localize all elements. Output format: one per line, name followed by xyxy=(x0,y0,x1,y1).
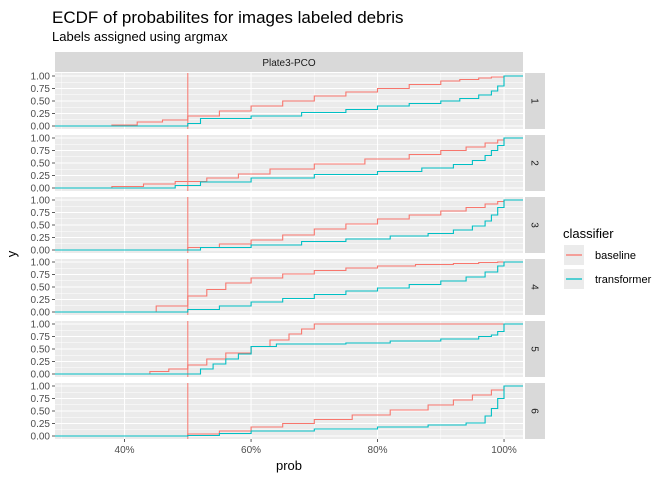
y-tick-label: 0.75 xyxy=(31,332,51,343)
facet-row-strip xyxy=(525,321,545,377)
y-tick-label: 1.00 xyxy=(31,196,51,207)
y-axis-title: y xyxy=(4,250,19,257)
series-line-transformer xyxy=(55,261,523,313)
y-tick-label: 0.00 xyxy=(31,370,51,381)
x-tick-label: 80% xyxy=(368,445,388,456)
y-tick-label: 0.25 xyxy=(31,295,51,306)
y-tick-label: 0.75 xyxy=(31,146,51,157)
y-tick-label: 1.00 xyxy=(31,72,51,83)
facet-row-strip xyxy=(525,383,545,439)
series-line-transformer xyxy=(55,323,523,375)
facet-column-label: Plate3-PCO xyxy=(262,58,316,69)
y-tick-label: 0.75 xyxy=(31,270,51,281)
series-line-baseline xyxy=(55,75,523,127)
y-tick-label: 0.00 xyxy=(31,432,51,443)
y-tick-label: 0.50 xyxy=(31,345,51,356)
y-tick-label: 0.75 xyxy=(31,208,51,219)
facet-column-strip xyxy=(55,52,523,72)
legend-label-transformer: transformer xyxy=(595,274,652,286)
y-tick-label: 0.25 xyxy=(31,109,51,120)
y-tick-label: 0.50 xyxy=(31,283,51,294)
facet-row-label: 5 xyxy=(529,346,540,352)
y-tick-label: 0.50 xyxy=(31,97,51,108)
series-line-transformer xyxy=(55,385,523,437)
y-tick-label: 1.00 xyxy=(31,320,51,331)
y-tick-label: 0.25 xyxy=(31,419,51,430)
x-axis-ticks: 40% 60% 80% 100% xyxy=(115,439,517,456)
y-tick-label: 0.50 xyxy=(31,221,51,232)
chart-title: ECDF of probabilites for images labeled … xyxy=(52,8,404,27)
x-axis-title: prob xyxy=(276,458,302,473)
facet-row-label: 4 xyxy=(529,284,540,290)
series-line-transformer xyxy=(55,137,523,189)
legend-label-baseline: baseline xyxy=(595,250,636,262)
series-line-transformer xyxy=(55,75,523,127)
y-tick-label: 0.00 xyxy=(31,308,51,319)
y-tick-label: 0.00 xyxy=(31,122,51,133)
facet-row-strip xyxy=(525,73,545,129)
y-tick-label: 0.50 xyxy=(31,159,51,170)
facet-row-label: 6 xyxy=(529,408,540,414)
x-tick-label: 40% xyxy=(115,445,135,456)
y-tick-label: 0.25 xyxy=(31,233,51,244)
y-tick-label: 1.00 xyxy=(31,258,51,269)
facet-row-label: 2 xyxy=(529,160,540,166)
facet-panel-4: 0.00 0.250.50 0.751.00 4 xyxy=(31,258,545,319)
x-tick-label: 60% xyxy=(241,445,261,456)
facet-panel-6: 0.00 0.250.50 0.751.00 6 xyxy=(31,382,545,443)
legend: classifier baseline transformer xyxy=(563,226,652,289)
facet-panel-3: 0.00 0.250.50 0.751.00 3 xyxy=(31,196,545,257)
facet-panel-5: 0.00 0.250.50 0.751.00 5 xyxy=(31,320,545,381)
y-tick-label: 0.50 xyxy=(31,407,51,418)
series-line-baseline xyxy=(55,137,523,189)
facet-row-label: 3 xyxy=(529,222,540,228)
y-tick-label: 1.00 xyxy=(31,382,51,393)
y-tick-label: 0.75 xyxy=(31,84,51,95)
facet-row-strip xyxy=(525,135,545,191)
y-tick-label: 1.00 xyxy=(31,134,51,145)
series-line-baseline xyxy=(55,261,523,313)
x-tick-label: 100% xyxy=(491,445,517,456)
facet-row-strip xyxy=(525,197,545,253)
series-line-baseline xyxy=(55,199,523,251)
facet-panel-2: 0.00 0.250.50 0.751.00 2 xyxy=(31,134,545,195)
chart-subtitle: Labels assigned using argmax xyxy=(52,29,228,44)
y-tick-label: 0.00 xyxy=(31,246,51,257)
y-tick-label: 0.00 xyxy=(31,184,51,195)
y-tick-label: 0.25 xyxy=(31,171,51,182)
series-line-transformer xyxy=(55,199,523,251)
facet-panel-1: 0.00 0.250.50 0.751.00 1 xyxy=(31,72,545,133)
y-tick-label: 0.25 xyxy=(31,357,51,368)
facet-row-label: 1 xyxy=(529,98,540,104)
facet-row-strip xyxy=(525,259,545,315)
facet-panels: 0.000.250.500.751.0010.000.250.500.751.0… xyxy=(31,72,545,443)
legend-title: classifier xyxy=(563,226,614,241)
y-tick-label: 0.75 xyxy=(31,394,51,405)
